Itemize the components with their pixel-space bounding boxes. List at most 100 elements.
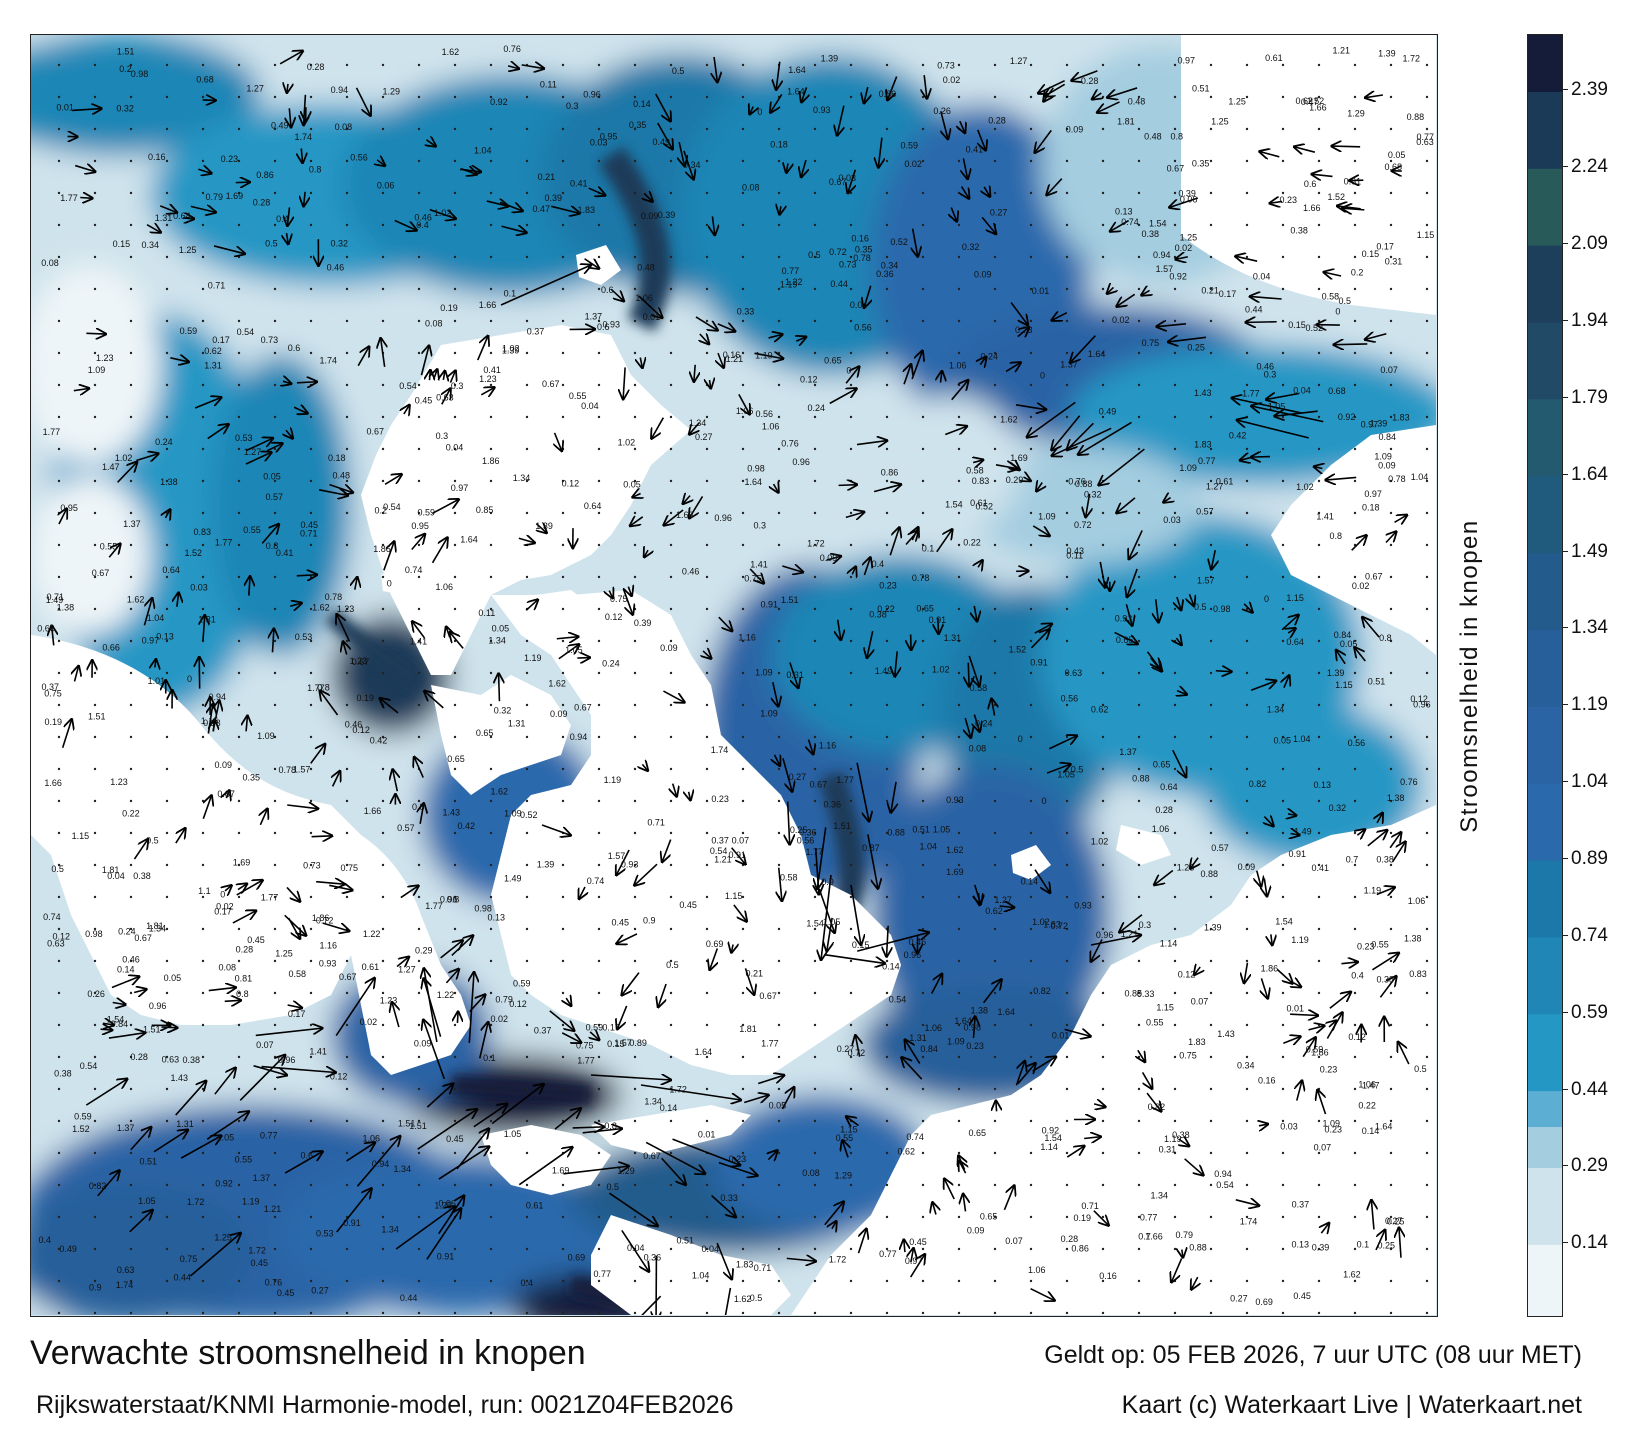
grid-dot — [1029, 959, 1033, 963]
current-arrow — [525, 600, 538, 611]
speed-label: 0.41 — [483, 365, 501, 375]
speed-label: 0.57 — [1211, 843, 1229, 853]
speed-label: 1.16 — [738, 633, 756, 643]
grid-dot — [129, 351, 133, 355]
grid-dot — [921, 447, 925, 451]
current-arrow — [1084, 1137, 1101, 1139]
grid-dot — [849, 1023, 853, 1027]
grid-dot — [1173, 1247, 1177, 1251]
grid-dot — [669, 127, 673, 131]
grid-dot — [273, 895, 277, 899]
speed-label: 0.5 — [1414, 1064, 1427, 1074]
speed-label: 0.62 — [204, 346, 222, 356]
current-arrow — [1052, 427, 1112, 456]
grid-dot — [345, 991, 349, 995]
grid-dot — [1173, 1055, 1177, 1059]
grid-dot — [957, 543, 961, 547]
grid-dot — [165, 895, 169, 899]
grid-dot — [57, 991, 61, 995]
current-arrow — [616, 933, 638, 944]
current-speed-map[interactable]: 0.01 0.36 0.8 0.66 0.84 1.51 0.1 1.09 0.83 0.82 0.… — [30, 34, 1438, 1317]
grid-dot — [237, 351, 241, 355]
current-arrow — [377, 160, 385, 166]
current-arrow — [1003, 1185, 1014, 1211]
speed-label: 0.44 — [173, 1273, 191, 1283]
grid-dot — [381, 255, 385, 259]
current-arrow — [651, 417, 665, 439]
grid-dot — [885, 575, 889, 579]
speed-label: 1.77 — [43, 427, 61, 437]
grid-dot — [201, 895, 205, 899]
speed-label: 0.23 — [711, 794, 729, 804]
grid-dot — [561, 191, 565, 195]
current-arrow — [638, 295, 662, 318]
current-arrow — [1291, 833, 1300, 835]
grid-dot — [705, 607, 709, 611]
speed-label: 1.27 — [1206, 481, 1224, 491]
speed-label: 0.46 — [909, 937, 927, 947]
speed-label: 0.45 — [301, 520, 319, 530]
speed-label: 0.24 — [807, 403, 825, 413]
speed-label: 0.55 — [836, 1133, 854, 1143]
grid-dot — [1281, 1023, 1285, 1027]
grid-dot — [1353, 1119, 1357, 1123]
grid-dot — [1173, 1087, 1177, 1091]
colorbar-band — [1528, 475, 1562, 554]
grid-dot — [1425, 1119, 1429, 1123]
grid-dot — [597, 415, 601, 419]
grid-dot — [453, 1279, 457, 1283]
grid-dot — [237, 1119, 241, 1123]
grid-dot — [1425, 959, 1429, 963]
grid-dot — [1425, 159, 1429, 163]
grid-dot — [633, 223, 637, 227]
current-arrow — [554, 1108, 581, 1130]
current-arrow — [170, 358, 188, 362]
current-arrow — [1376, 887, 1395, 894]
speed-label: 0.23 — [1357, 942, 1375, 952]
grid-dot — [273, 703, 277, 707]
grid-dot — [237, 799, 241, 803]
grid-dot — [813, 447, 817, 451]
grid-dot — [453, 159, 457, 163]
speed-label: 1.38 — [57, 602, 75, 612]
grid-dot — [381, 927, 385, 931]
grid-dot — [57, 447, 61, 451]
speed-label: 1.29 — [1347, 109, 1365, 119]
speed-label: 0.59 — [418, 507, 436, 517]
grid-dot — [453, 255, 457, 259]
southeast-bay-land — [591, 1215, 791, 1315]
grid-dot — [1425, 639, 1429, 643]
current-arrow — [895, 651, 897, 676]
speed-label: 0.65 — [980, 1211, 998, 1221]
speed-label: 0.36 — [644, 1253, 662, 1263]
grid-dot — [381, 1183, 385, 1187]
grid-dot — [669, 63, 673, 67]
grid-dot — [417, 959, 421, 963]
grid-dot — [93, 607, 97, 611]
grid-dot — [381, 735, 385, 739]
current-arrow — [1126, 604, 1132, 625]
grid-dot — [1425, 607, 1429, 611]
grid-dot — [777, 1215, 781, 1219]
grid-dot — [777, 287, 781, 291]
grid-dot — [1425, 735, 1429, 739]
grid-dot — [165, 287, 169, 291]
grid-dot — [165, 95, 169, 99]
speed-label: 1.19 — [242, 1197, 260, 1207]
grid-dot — [1281, 735, 1285, 739]
grid-dot — [381, 639, 385, 643]
grid-dot — [489, 1055, 493, 1059]
grid-dot — [273, 543, 277, 547]
speed-label: 0.38 — [1376, 854, 1394, 864]
speed-label: 0.6 — [288, 343, 301, 353]
grid-dot — [885, 799, 889, 803]
speed-label: 0.92 — [215, 1178, 233, 1188]
speed-label: 0.33 — [720, 1193, 738, 1203]
grid-dot — [1065, 863, 1069, 867]
speed-label: 1.34 — [381, 1224, 399, 1234]
grid-dot — [129, 319, 133, 323]
grid-dot — [1209, 639, 1213, 643]
speed-label: 1.52 — [1328, 192, 1346, 202]
grid-dot — [309, 223, 313, 227]
current-arrow — [1394, 515, 1408, 522]
